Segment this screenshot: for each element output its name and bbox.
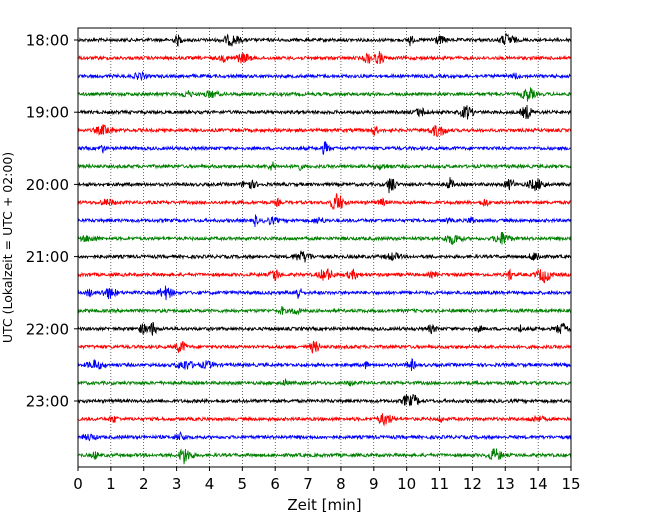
x-tick-label: 4 (205, 475, 215, 493)
trace-line (77, 378, 572, 387)
trace-line (77, 321, 572, 336)
y-tick-label: 20:00 (26, 176, 69, 194)
trace-line (77, 86, 572, 102)
y-axis: 18:00 19:00 20:00 21:00 22:00 23:00 (26, 32, 78, 411)
trace-line (77, 305, 572, 316)
trace-line (77, 161, 572, 172)
trace-line (77, 448, 572, 465)
trace-line (77, 177, 572, 194)
trace-line (77, 70, 572, 82)
trace-line (77, 285, 572, 301)
x-tick-label: 0 (73, 475, 83, 493)
trace-line (77, 32, 572, 47)
trace-line (77, 104, 572, 120)
trace-line (77, 357, 572, 371)
y-axis-label: UTC (Lokalzeit = UTC + 02:00) (0, 152, 15, 343)
x-tick-label: 3 (172, 475, 182, 493)
y-tick-label: 19:00 (26, 104, 69, 122)
trace-line (77, 124, 572, 137)
trace-line (77, 268, 572, 284)
y-tick-label: 18:00 (26, 32, 69, 50)
trace-line (77, 51, 572, 65)
x-tick-label: 12 (463, 475, 482, 493)
trace-line (77, 231, 572, 246)
y-tick-label: 21:00 (26, 248, 69, 266)
x-tick-label: 10 (397, 475, 416, 493)
x-tick-label: 2 (139, 475, 149, 493)
plot-frame (77, 27, 572, 468)
x-axis: 0 1 2 3 4 5 6 7 8 9 10 11 12 13 14 15 (73, 467, 581, 493)
x-tick-label: 11 (430, 475, 449, 493)
x-tick-label: 1 (106, 475, 116, 493)
x-tick-label: 13 (496, 475, 515, 493)
y-tick-label: 22:00 (26, 320, 69, 338)
x-tick-label: 8 (336, 475, 346, 493)
x-tick-label: 5 (238, 475, 248, 493)
x-tick-label: 9 (369, 475, 379, 493)
y-tick-label: 23:00 (26, 393, 69, 411)
traces (77, 32, 572, 465)
x-tick-label: 15 (561, 475, 580, 493)
grid-lines (110, 28, 539, 467)
trace-line (77, 214, 572, 228)
trace-line (77, 340, 572, 354)
trace-line (77, 413, 572, 427)
x-axis-label: Zeit [min] (287, 496, 361, 514)
trace-line (77, 431, 572, 442)
x-tick-label: 7 (303, 475, 313, 493)
trace-line (77, 393, 572, 407)
trace-line (77, 141, 572, 156)
x-tick-label: 6 (270, 475, 280, 493)
trace-line (77, 193, 572, 211)
trace-line (77, 250, 572, 263)
x-tick-label: 14 (529, 475, 548, 493)
